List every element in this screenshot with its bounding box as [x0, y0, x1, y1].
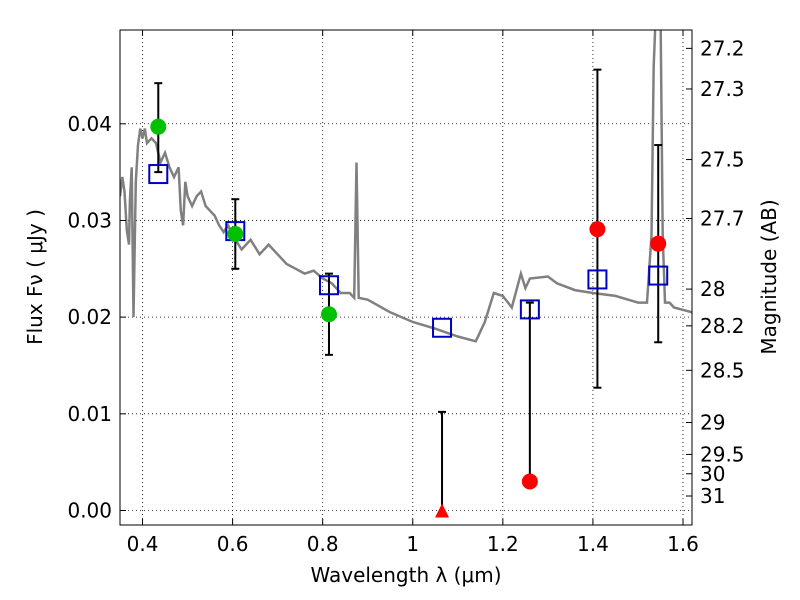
data-markers [148, 118, 669, 518]
axis-ticks: 0.4 0.6 0.8 1 1.2 1.4 1.6 0.00 0.01 0.02 0.03 0.04 2… [67, 30, 745, 556]
x-tick-label: 1.2 [487, 532, 519, 556]
y-axis-label: Flux Fν ( μJy ) [23, 209, 47, 345]
right-tick-label: 31 [700, 484, 725, 508]
right-tick-label: 30 [700, 462, 725, 486]
right-tick-label: 29.5 [700, 442, 745, 466]
x-tick-label: 0.6 [217, 532, 249, 556]
right-tick-label: 28 [700, 277, 725, 301]
synthetic-square-marker [432, 317, 453, 338]
right-tick-label: 27.2 [700, 36, 745, 60]
right-tick-label: 27.3 [700, 77, 745, 101]
green-point-marker [320, 306, 337, 323]
y-tick-label: 0.04 [67, 112, 112, 136]
red-point-marker [650, 235, 667, 252]
model-spectrum [120, 30, 692, 343]
y-tick-label: 0.03 [67, 208, 112, 232]
green-point-marker [227, 225, 244, 242]
x-tick-label: 1 [406, 532, 419, 556]
green-point-marker [150, 118, 167, 135]
x-tick-label: 1.6 [667, 532, 699, 556]
x-tick-label: 1.4 [577, 532, 609, 556]
model-spectrum-line [120, 30, 692, 343]
right-tick-label: 27.5 [700, 148, 745, 172]
y-tick-label: 0.00 [67, 498, 112, 522]
synthetic-square-marker [648, 265, 669, 286]
synthetic-square-marker [148, 164, 169, 185]
right-tick-label: 29 [700, 411, 725, 435]
y-tick-label: 0.01 [67, 402, 112, 426]
x-tick-label: 0.8 [307, 532, 339, 556]
plot-frame [119, 29, 693, 526]
synthetic-square-marker [318, 275, 339, 296]
right-tick-label: 27.7 [700, 207, 745, 231]
y-axis-right-label: Magnitude (AB) [757, 199, 781, 354]
right-tick-label: 28.2 [700, 314, 745, 338]
y-tick-label: 0.02 [67, 305, 112, 329]
x-tick-label: 0.4 [127, 532, 159, 556]
x-axis-label: Wavelength λ (μm) [310, 563, 501, 587]
right-tick-label: 28.5 [700, 358, 745, 382]
upper-limit-triangle-marker [435, 503, 450, 518]
synthetic-square-marker [519, 299, 540, 320]
synthetic-square-marker [587, 269, 608, 290]
red-point-marker [589, 221, 606, 238]
error-bars [154, 68, 663, 511]
red-point-marker [521, 473, 538, 490]
